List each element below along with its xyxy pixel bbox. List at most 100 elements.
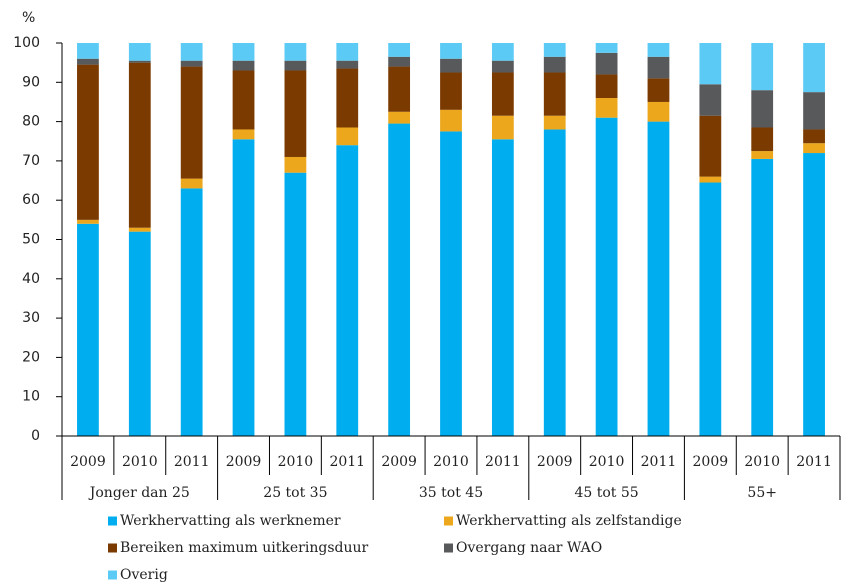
x-group-label: 45 tot 55 [574,485,638,501]
bar-segment [647,43,670,57]
x-group-label: Jonger dan 25 [88,485,190,501]
legend-swatch [108,516,117,526]
bar-segment [543,43,566,57]
bar-segment [595,52,618,75]
bar-segment [336,127,359,146]
bar-segment [491,115,514,140]
x-tick-label: 2011 [174,454,210,470]
bar-segment [388,56,411,67]
x-tick-label: 2011 [329,454,365,470]
legend-label: Bereiken maximum uitkeringsduur [120,540,368,556]
x-tick-label: 2011 [796,454,832,470]
bar-segment [128,60,151,63]
bar-segment [284,172,307,436]
y-tick-label: 30 [22,310,40,326]
bar-segment [388,111,411,124]
y-tick-label: 50 [22,232,40,248]
x-tick-label: 2010 [589,454,625,470]
bar-segment [647,56,670,79]
x-tick-label: 2009 [226,454,262,470]
bar-segment [232,139,255,436]
x-group-label: 55+ [747,485,777,501]
y-tick-label: 40 [22,271,40,287]
y-tick-label: 20 [22,349,40,365]
bar-segment [440,109,462,132]
bar-segment [388,123,411,436]
bar-segment [491,139,514,436]
bar-segment [77,223,99,436]
y-tick-label: 100 [13,35,40,51]
bar-segment [440,72,462,110]
bar-segment [595,117,618,437]
legend-swatch [108,543,117,553]
bar-segment [699,176,722,183]
bar-segment [543,115,566,130]
x-tick-label: 2010 [433,454,469,470]
bar-segment [595,43,618,53]
bar-segment [336,68,359,128]
x-group-label: 35 tot 45 [419,485,483,501]
bar-segment [336,145,359,436]
y-tick-label: 60 [22,192,40,208]
bar-segment [336,43,359,61]
bar-segment [388,43,411,57]
bar-segment [491,72,514,116]
bar-segment [699,182,722,436]
bar-segment [284,70,307,157]
bar-segment [699,84,722,116]
bar-segment [77,64,99,220]
bar-segment [803,153,825,437]
x-tick-label: 2009 [381,454,417,470]
x-tick-label: 2009 [693,454,729,470]
bar-segment [595,98,618,118]
bar-segment [284,156,307,173]
bar-segment [699,115,722,177]
bar-segment [128,227,151,232]
bar-segment [180,66,203,179]
bar-segment [440,131,462,437]
bar-segment [543,56,566,73]
bar-segment [440,58,462,73]
bar-segment [699,43,722,85]
bar-segment [232,129,255,140]
legend-swatch [444,543,453,553]
bar-segment [803,43,825,93]
y-tick-label: 90 [22,74,40,90]
bar-segment [647,78,670,102]
bar-segment [543,72,566,116]
bar-segment [180,60,203,67]
bar-segment [440,43,462,59]
bar-segment [803,129,825,144]
bar-segment [77,43,99,59]
x-group-label: 25 tot 35 [263,485,327,501]
x-tick-label: 2010 [744,454,780,470]
bar-segment [543,129,566,436]
legend-swatch [444,516,453,526]
bar-segment [180,178,203,189]
bar-segment [128,231,151,436]
x-tick-label: 2010 [278,454,314,470]
bar-segment [232,60,255,71]
bar-segment [77,58,99,65]
bar-segment [647,101,670,122]
bar-segment [336,60,359,69]
bar-segment [388,66,411,112]
bar-segment [180,43,203,61]
bar-segment [284,43,307,61]
legend-label: Overig [120,567,168,583]
y-unit-label: % [22,10,35,26]
x-tick-label: 2009 [70,454,106,470]
bar-segment [803,143,825,154]
x-tick-label: 2010 [122,454,158,470]
y-tick-label: 0 [31,428,40,444]
x-tick-label: 2011 [485,454,521,470]
bar-segment [751,127,774,152]
bar-segment [803,92,825,130]
bar-segment [232,43,255,61]
legend-label: Werkhervatting als zelfstandige [456,513,682,529]
y-tick-label: 10 [22,389,40,405]
bar-segment [491,60,514,73]
y-tick-label: 80 [22,114,40,130]
bar-segment [751,158,774,436]
